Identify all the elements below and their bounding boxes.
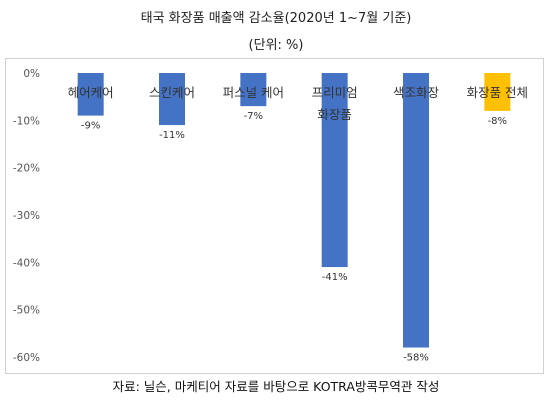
bar <box>77 73 104 116</box>
bar <box>240 73 267 107</box>
data-label: -11% <box>159 130 185 141</box>
bar <box>159 73 185 126</box>
y-tick-label: -30% <box>13 210 40 222</box>
source-note: 자료: 닐슨, 마케티어 자료를 바탕으로 KOTRA방콕무역관 작성 <box>113 379 440 394</box>
category-label: 퍼스널 케어 <box>223 85 284 100</box>
bar <box>484 73 511 111</box>
category-label: 헤어케어 <box>68 85 114 100</box>
y-axis: 0% -10% -20% -30% -40% -50% -60% <box>13 68 40 364</box>
data-label: -8% <box>488 116 507 127</box>
bars <box>77 73 511 348</box>
y-tick-label: -50% <box>13 305 40 317</box>
category-label: 화장품 <box>317 107 352 122</box>
data-label: -7% <box>244 111 263 122</box>
chart-subtitle: (단위: %) <box>249 38 304 53</box>
category-label: 스킨케어 <box>149 85 195 100</box>
category-label: 색조화장 <box>393 85 440 100</box>
category-label: 화장품 전체 <box>467 85 528 100</box>
y-tick-label: -20% <box>13 163 40 175</box>
bar <box>321 73 348 268</box>
data-label: -41% <box>322 272 348 283</box>
chart-title: 태국 화장품 매출액 감소율(2020년 1~7월 기준) <box>141 11 412 26</box>
y-tick-label: 0% <box>23 68 40 80</box>
data-labels: -9% -11% -7% -41% -58% -8% <box>81 111 507 363</box>
chart-frame <box>5 58 544 374</box>
y-tick-label: -40% <box>13 257 40 269</box>
data-label: -9% <box>81 121 100 132</box>
y-tick-label: -10% <box>13 115 40 127</box>
data-label: -58% <box>403 353 429 364</box>
y-tick-label: -60% <box>13 352 40 364</box>
bar <box>403 73 429 348</box>
category-label: 프리미엄 <box>312 85 358 100</box>
